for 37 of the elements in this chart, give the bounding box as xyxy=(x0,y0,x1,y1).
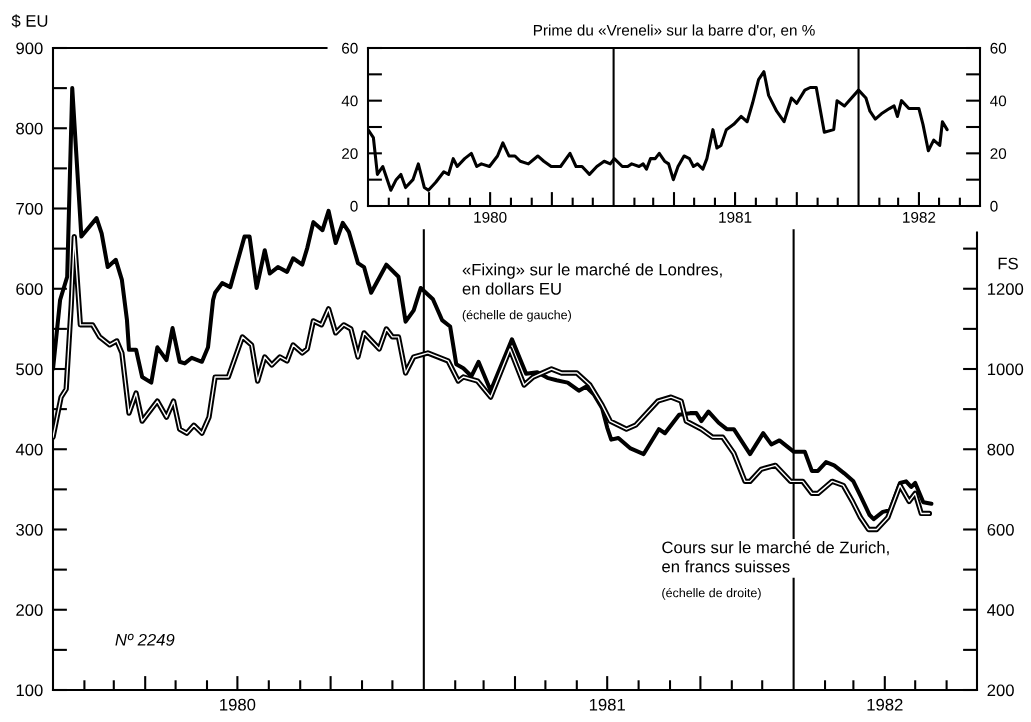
y2-tick-label: 1000 xyxy=(987,363,1024,376)
annotation: Nº 2249 xyxy=(115,633,175,646)
y-tick-label: 900 xyxy=(16,42,43,55)
y2-tick-label: 800 xyxy=(987,443,1014,456)
y2-tick-label: 200 xyxy=(987,684,1014,697)
y-tick-label: 500 xyxy=(16,363,43,376)
x-tick-label: 1981 xyxy=(719,211,752,223)
y-tick-label: 60 xyxy=(342,42,358,54)
x-tick-label: 1982 xyxy=(867,698,903,711)
y-tick-label: 200 xyxy=(16,604,43,616)
chart-title: Prime du «Vreneli» sur la barre d'or, en % xyxy=(533,24,815,38)
y-tick-label: 700 xyxy=(16,202,43,215)
x-tick-label: 1981 xyxy=(589,698,625,711)
y-tick-label: 300 xyxy=(16,523,43,536)
y2-tick-label: 0 xyxy=(990,200,998,212)
x-tick-label: 1982 xyxy=(903,211,936,223)
y2-tick-label: 600 xyxy=(987,523,1014,536)
y2-tick-label: 20 xyxy=(990,148,1007,160)
y-tick-label: 600 xyxy=(16,283,43,295)
y2-tick-label: 60 xyxy=(990,42,1007,54)
y2-axis-title: FS xyxy=(998,257,1018,270)
y-tick-label: 100 xyxy=(16,684,43,697)
annotation: (échelle de gauche) xyxy=(462,309,571,322)
y-tick-label: 400 xyxy=(15,443,43,456)
x-tick-label: 1980 xyxy=(474,211,507,223)
y2-tick-label: 40 xyxy=(990,95,1007,107)
y-tick-label: 800 xyxy=(16,122,43,135)
series-label: Cours sur le marché de Zurich, en francs suisses xyxy=(662,540,889,573)
y-tick-label: 20 xyxy=(342,148,358,160)
y-axis-title: $ EU xyxy=(11,14,48,28)
y-tick-label: 0 xyxy=(350,200,358,212)
x-tick-label: 1980 xyxy=(220,698,256,711)
y2-tick-label: 1200 xyxy=(987,283,1024,295)
y-tick-label: 40 xyxy=(341,95,358,107)
y2-tick-label: 400 xyxy=(987,604,1014,616)
series-label: «Fixing» sur le marché de Londres, en dollars EU xyxy=(462,263,722,295)
annotation: (échelle de droite) xyxy=(662,587,761,600)
